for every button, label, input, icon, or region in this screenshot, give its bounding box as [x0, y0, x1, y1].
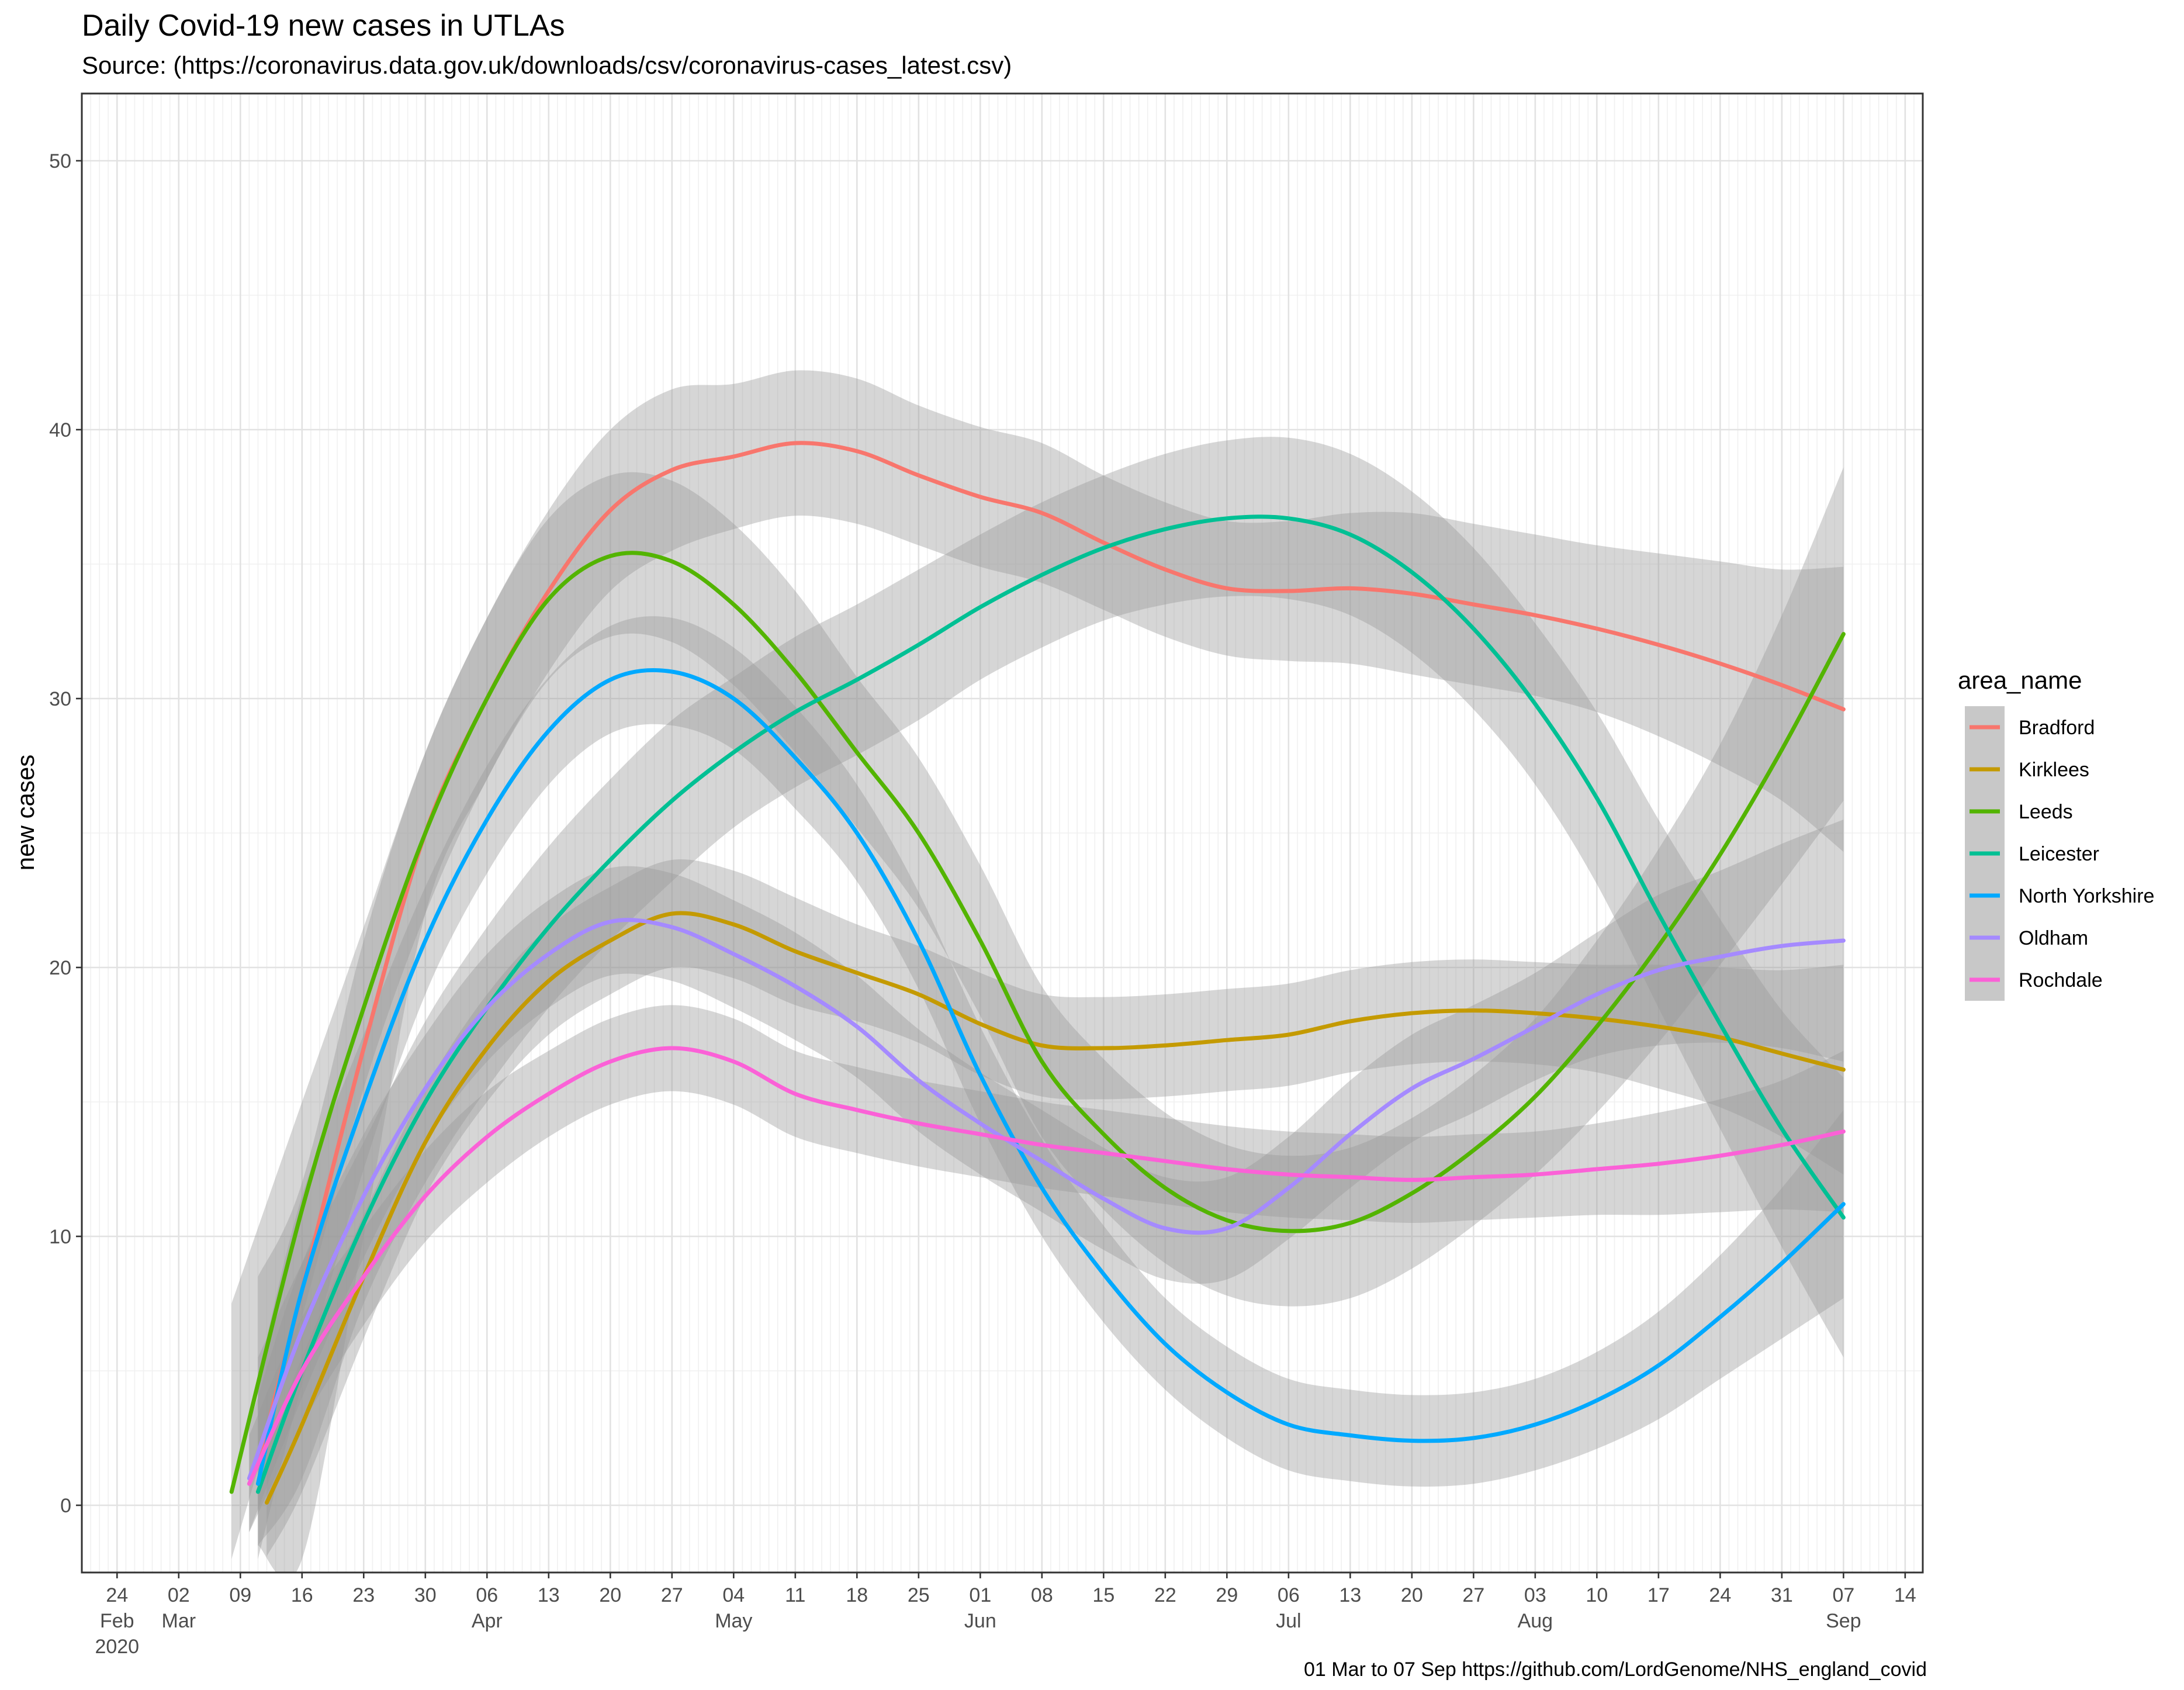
x-tick-label: 11 — [785, 1584, 805, 1606]
confidence-bands — [231, 370, 1844, 1573]
chart-caption: 01 Mar to 07 Sep https://github.com/Lord… — [1304, 1658, 1927, 1681]
legend-label: Oldham — [2019, 927, 2088, 949]
x-tick-label: 24 — [106, 1584, 128, 1606]
x-tick-label: 14 — [1894, 1584, 1916, 1606]
x-tick-month-label: Jul — [1276, 1610, 1301, 1632]
panel-border — [81, 92, 1924, 1574]
legend-title: area_name — [1958, 666, 2082, 694]
legend-label: Kirklees — [2019, 759, 2089, 781]
x-tick-year-label: 2020 — [95, 1636, 139, 1658]
x-tick-label: 31 — [1771, 1584, 1793, 1606]
confidence-band — [266, 859, 1844, 1557]
x-tick-month-label: Feb — [100, 1610, 134, 1632]
gridlines — [81, 94, 1923, 1573]
x-tick-label: 29 — [1216, 1584, 1238, 1606]
x-tick-month-label: Aug — [1518, 1610, 1553, 1632]
x-tick-label: 06 — [1278, 1584, 1300, 1606]
confidence-band — [231, 467, 1844, 1559]
x-tick-label: 04 — [722, 1584, 745, 1606]
y-tick-label: 40 — [49, 419, 71, 441]
legend-label: Leicester — [2019, 843, 2099, 865]
confidence-band — [258, 370, 1844, 1573]
x-tick-label: 16 — [291, 1584, 313, 1606]
x-tick-label: 15 — [1092, 1584, 1115, 1606]
x-tick-label: 09 — [229, 1584, 251, 1606]
y-tick-label: 10 — [49, 1226, 71, 1248]
legend-label: North Yorkshire — [2019, 885, 2154, 907]
legend: area_name Bradford Kirklees Leeds Leicester… — [1958, 666, 2154, 1001]
legend-label: Leeds — [2019, 801, 2073, 823]
legend-label: Bradford — [2019, 717, 2095, 739]
x-tick-label: 08 — [1031, 1584, 1053, 1606]
legend-keys: Bradford Kirklees Leeds Leicester North York… — [1965, 706, 2154, 1001]
x-tick-month-label: Sep — [1826, 1610, 1861, 1632]
series-line — [247, 918, 1846, 1481]
x-tick-label: 07 — [1832, 1584, 1854, 1606]
series-lines — [229, 441, 1846, 1505]
x-tick-month-label: Jun — [964, 1610, 996, 1632]
x-tick-label: 13 — [538, 1584, 560, 1606]
x-tick-label: 17 — [1647, 1584, 1670, 1606]
x-tick-label: 24 — [1709, 1584, 1731, 1606]
y-axis: 0 10 20 30 40 50 — [49, 150, 82, 1517]
x-axis: 24 Feb 2020 02 Mar 09 16 23 30 06 Apr 13 20 27 04 May 11… — [95, 1573, 1916, 1658]
y-axis-title: new cases — [12, 755, 39, 870]
x-tick-label: 23 — [352, 1584, 375, 1606]
series-line — [255, 514, 1846, 1494]
x-tick-label: 20 — [599, 1584, 621, 1606]
plot-panel — [81, 92, 1924, 1574]
x-tick-label: 18 — [846, 1584, 868, 1606]
x-tick-label: 03 — [1524, 1584, 1546, 1606]
x-tick-label: 30 — [414, 1584, 437, 1606]
y-tick-label: 50 — [49, 150, 71, 172]
x-tick-label: 01 — [969, 1584, 991, 1606]
legend-label: Rochdale — [2019, 969, 2103, 991]
series-layer — [229, 370, 1846, 1573]
x-tick-month-label: May — [715, 1610, 752, 1632]
x-tick-label: 27 — [661, 1584, 683, 1606]
x-tick-label: 20 — [1401, 1584, 1423, 1606]
series-line — [247, 1046, 1846, 1486]
chart-title: Daily Covid-19 new cases in UTLAs — [82, 9, 565, 43]
y-tick-label: 20 — [49, 957, 71, 979]
x-tick-label: 13 — [1339, 1584, 1361, 1606]
confidence-band — [249, 1005, 1844, 1532]
x-tick-label: 25 — [908, 1584, 930, 1606]
x-tick-label: 02 — [168, 1584, 190, 1606]
y-tick-label: 0 — [60, 1495, 71, 1517]
chart-subtitle: Source: (https://coronavirus.data.gov.uk… — [82, 51, 1012, 79]
series-line — [255, 668, 1846, 1486]
confidence-band — [249, 820, 1844, 1532]
x-tick-label: 10 — [1586, 1584, 1608, 1606]
x-tick-label: 22 — [1154, 1584, 1176, 1606]
x-tick-label: 27 — [1462, 1584, 1484, 1606]
y-tick-label: 30 — [49, 688, 71, 710]
x-tick-label: 06 — [476, 1584, 498, 1606]
series-line — [229, 551, 1846, 1494]
x-tick-month-label: Mar — [162, 1610, 196, 1632]
x-tick-month-label: Apr — [472, 1610, 503, 1632]
